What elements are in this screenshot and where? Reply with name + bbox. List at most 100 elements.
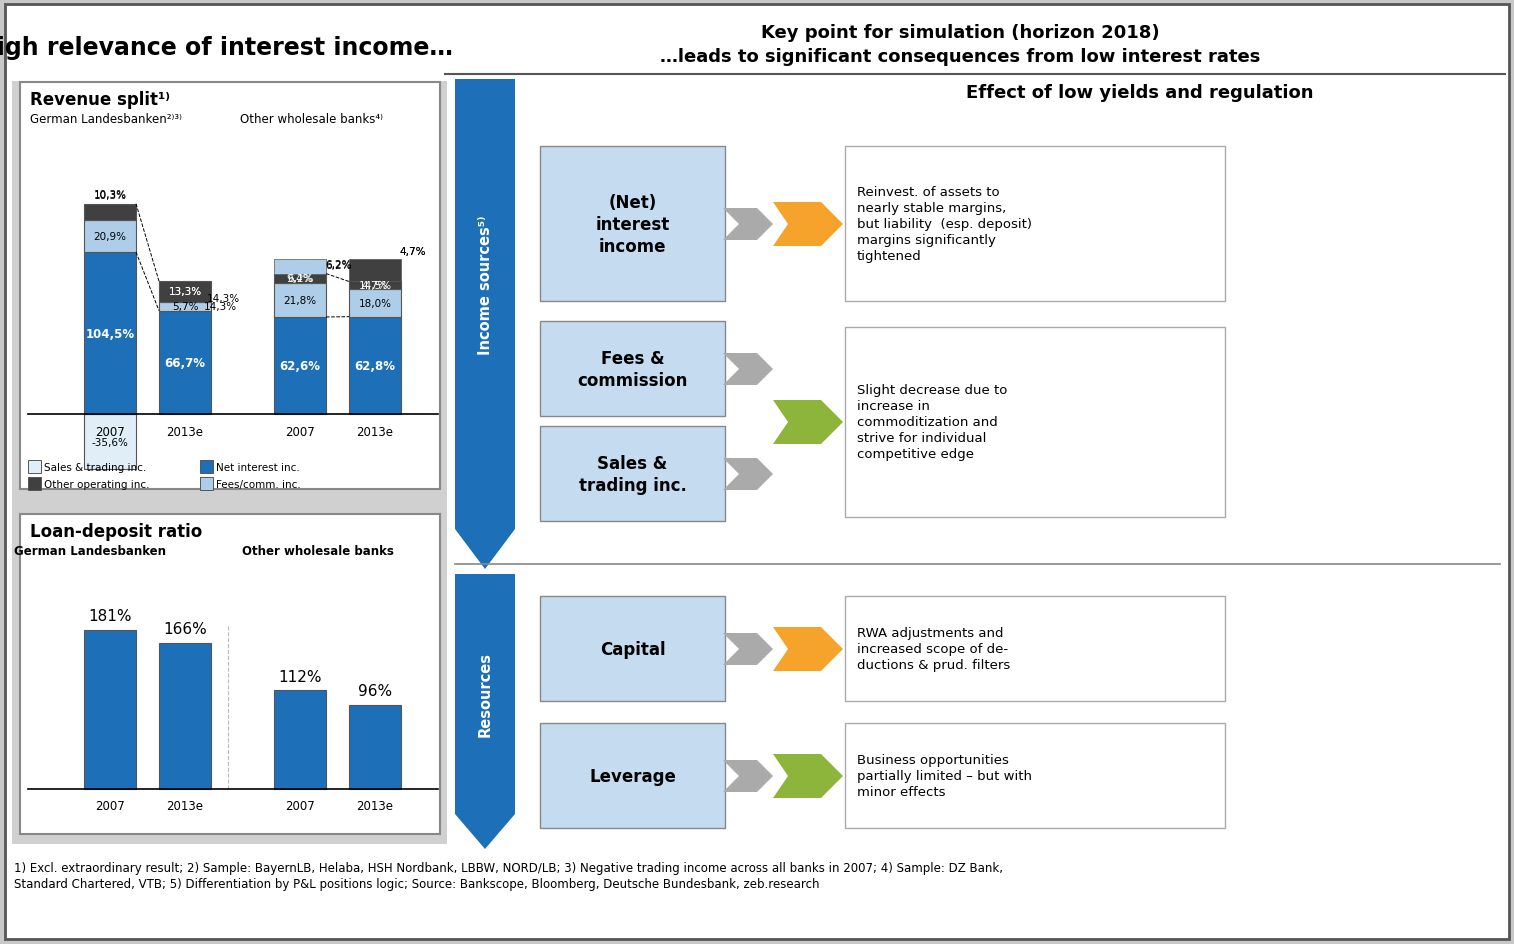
Bar — [83, 630, 136, 789]
Bar — [540, 322, 725, 416]
Bar — [274, 284, 326, 317]
Polygon shape — [456, 530, 515, 569]
Bar — [540, 147, 725, 302]
Text: 2007: 2007 — [285, 800, 315, 813]
Text: Capital: Capital — [600, 640, 665, 658]
Polygon shape — [456, 814, 515, 849]
Text: 10,3%: 10,3% — [94, 190, 127, 199]
Text: Resources: Resources — [477, 651, 492, 736]
Text: 62,6%: 62,6% — [280, 360, 321, 373]
Text: 166%: 166% — [164, 622, 207, 637]
Text: (Net)
interest
income: (Net) interest income — [595, 194, 669, 256]
Bar — [350, 282, 401, 290]
Text: Sales &
trading inc.: Sales & trading inc. — [578, 454, 686, 495]
Text: High relevance of interest income…: High relevance of interest income… — [0, 36, 453, 59]
Bar — [350, 260, 401, 282]
Bar — [274, 691, 326, 789]
Bar — [274, 275, 326, 284]
Bar — [456, 80, 515, 530]
Text: Business opportunities
partially limited – but with
minor effects: Business opportunities partially limited… — [857, 753, 1033, 799]
Text: 2007: 2007 — [95, 426, 124, 439]
Bar — [845, 328, 1225, 517]
Text: 6,2%: 6,2% — [324, 260, 351, 269]
Text: 6,2%: 6,2% — [324, 261, 351, 270]
Bar — [159, 282, 210, 302]
Text: 181%: 181% — [88, 609, 132, 624]
Text: Key point for simulation (horizon 2018): Key point for simulation (horizon 2018) — [760, 24, 1160, 42]
Text: 20,9%: 20,9% — [94, 231, 127, 242]
Text: RWA adjustments and
increased scope of de-
ductions & prud. filters: RWA adjustments and increased scope of d… — [857, 627, 1010, 672]
Text: 4,7%: 4,7% — [362, 280, 388, 291]
Text: 1) Excl. extraordinary result; 2) Sample: BayernLB, Helaba, HSH Nordbank, LBBW, : 1) Excl. extraordinary result; 2) Sample… — [14, 862, 1002, 890]
Bar — [83, 205, 136, 220]
Text: 62,8%: 62,8% — [354, 360, 395, 373]
Polygon shape — [724, 459, 774, 491]
Text: German Landesbanken²⁾³⁾: German Landesbanken²⁾³⁾ — [30, 113, 182, 126]
Bar — [83, 220, 136, 253]
Bar — [350, 317, 401, 414]
Text: 96%: 96% — [357, 683, 392, 699]
Bar — [27, 461, 41, 474]
Text: 2013e: 2013e — [167, 800, 203, 813]
Bar — [540, 723, 725, 828]
Text: 4,7%: 4,7% — [400, 246, 427, 257]
Bar — [845, 147, 1225, 302]
Text: 2013e: 2013e — [356, 800, 394, 813]
Text: Sales & trading inc.: Sales & trading inc. — [44, 463, 147, 473]
Bar — [350, 705, 401, 789]
Bar — [274, 260, 326, 275]
Text: 13,3%: 13,3% — [168, 287, 201, 297]
Text: Income sources⁵⁾: Income sources⁵⁾ — [477, 215, 492, 354]
Text: 4,7%: 4,7% — [400, 246, 427, 257]
Text: German Landesbanken: German Landesbanken — [14, 545, 167, 558]
Text: 14,3%: 14,3% — [203, 302, 236, 312]
Bar — [20, 83, 441, 490]
Bar — [200, 461, 213, 474]
Bar — [12, 82, 447, 844]
Text: 104,5%: 104,5% — [85, 328, 135, 340]
Text: 2013e: 2013e — [356, 426, 394, 439]
Text: -35,6%: -35,6% — [91, 437, 129, 447]
Text: 14,3%: 14,3% — [206, 294, 239, 303]
Bar — [83, 414, 136, 470]
Text: …leads to significant consequences from low interest rates: …leads to significant consequences from … — [660, 48, 1260, 66]
Text: 2013e: 2013e — [167, 426, 203, 439]
Bar — [159, 643, 210, 789]
Text: Fees &
commission: Fees & commission — [577, 349, 687, 390]
Text: 66,7%: 66,7% — [165, 357, 206, 369]
Bar — [274, 317, 326, 414]
Bar — [159, 312, 210, 414]
Text: Net interest inc.: Net interest inc. — [217, 463, 300, 473]
Text: Fees/comm. inc.: Fees/comm. inc. — [217, 480, 301, 490]
Bar — [27, 478, 41, 491]
Text: Slight decrease due to
increase in
commoditization and
strive for individual
com: Slight decrease due to increase in commo… — [857, 384, 1007, 461]
Text: Effect of low yields and regulation: Effect of low yields and regulation — [966, 84, 1314, 102]
Text: 112%: 112% — [279, 669, 322, 684]
Text: 18,0%: 18,0% — [359, 298, 392, 309]
Text: 14,5%: 14,5% — [359, 280, 392, 291]
Text: Reinvest. of assets to
nearly stable margins,
but liability  (esp. deposit)
marg: Reinvest. of assets to nearly stable mar… — [857, 186, 1033, 263]
Text: Other wholesale banks⁴⁾: Other wholesale banks⁴⁾ — [241, 113, 383, 126]
Text: 10,3%: 10,3% — [94, 191, 127, 200]
Polygon shape — [724, 354, 774, 385]
Bar — [350, 290, 401, 317]
Text: Other operating inc.: Other operating inc. — [44, 480, 150, 490]
Bar — [83, 253, 136, 414]
Text: 9,4%: 9,4% — [286, 274, 313, 284]
Polygon shape — [724, 760, 774, 792]
Bar — [540, 597, 725, 701]
Bar — [200, 478, 213, 491]
Polygon shape — [724, 209, 774, 241]
Text: Leverage: Leverage — [589, 767, 675, 785]
Text: 5,7%: 5,7% — [171, 302, 198, 312]
Text: 6,2%: 6,2% — [286, 274, 313, 284]
Bar — [540, 427, 725, 521]
Bar — [845, 597, 1225, 701]
Text: 2007: 2007 — [95, 800, 124, 813]
Polygon shape — [774, 628, 843, 671]
Bar — [159, 302, 210, 312]
Text: 21,8%: 21,8% — [283, 295, 316, 306]
Text: Loan-deposit ratio: Loan-deposit ratio — [30, 522, 203, 540]
Bar — [456, 574, 515, 814]
Bar — [20, 514, 441, 834]
